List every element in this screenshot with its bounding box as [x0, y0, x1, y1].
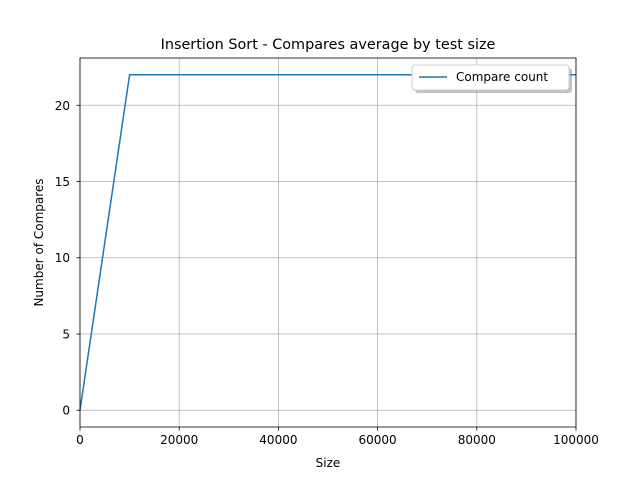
x-tick-label-1: 20000 [160, 433, 198, 447]
legend-entry: Compare count [456, 70, 548, 84]
y-tick-label-0: 0 [62, 404, 70, 418]
x-tick-label-0: 0 [76, 433, 84, 447]
axes-spines [79, 57, 577, 428]
x-axis-label: Size [316, 456, 341, 470]
x-tick-label-5: 100000 [553, 433, 599, 447]
plot-area [80, 58, 576, 427]
y-tick-label-1: 5 [62, 327, 70, 341]
axes-frame [79, 57, 577, 428]
y-axis-label: Number of Compares [32, 178, 46, 306]
grid [79, 58, 577, 427]
y-tick-label-3: 15 [55, 175, 70, 189]
x-tick-label-3: 60000 [359, 433, 397, 447]
y-tick-label-2: 10 [55, 251, 70, 265]
x-tick-label-2: 40000 [259, 433, 297, 447]
chart-title: Insertion Sort - Compares average by tes… [161, 37, 496, 53]
legend-box [411, 64, 570, 91]
x-tick-label-4: 80000 [458, 433, 496, 447]
ticks: 0 20000 40000 60000 80000 100000 0 5 10 15 20 [55, 99, 599, 447]
y-tick-label-4: 20 [55, 99, 70, 113]
legend: Compare count [411, 64, 572, 93]
